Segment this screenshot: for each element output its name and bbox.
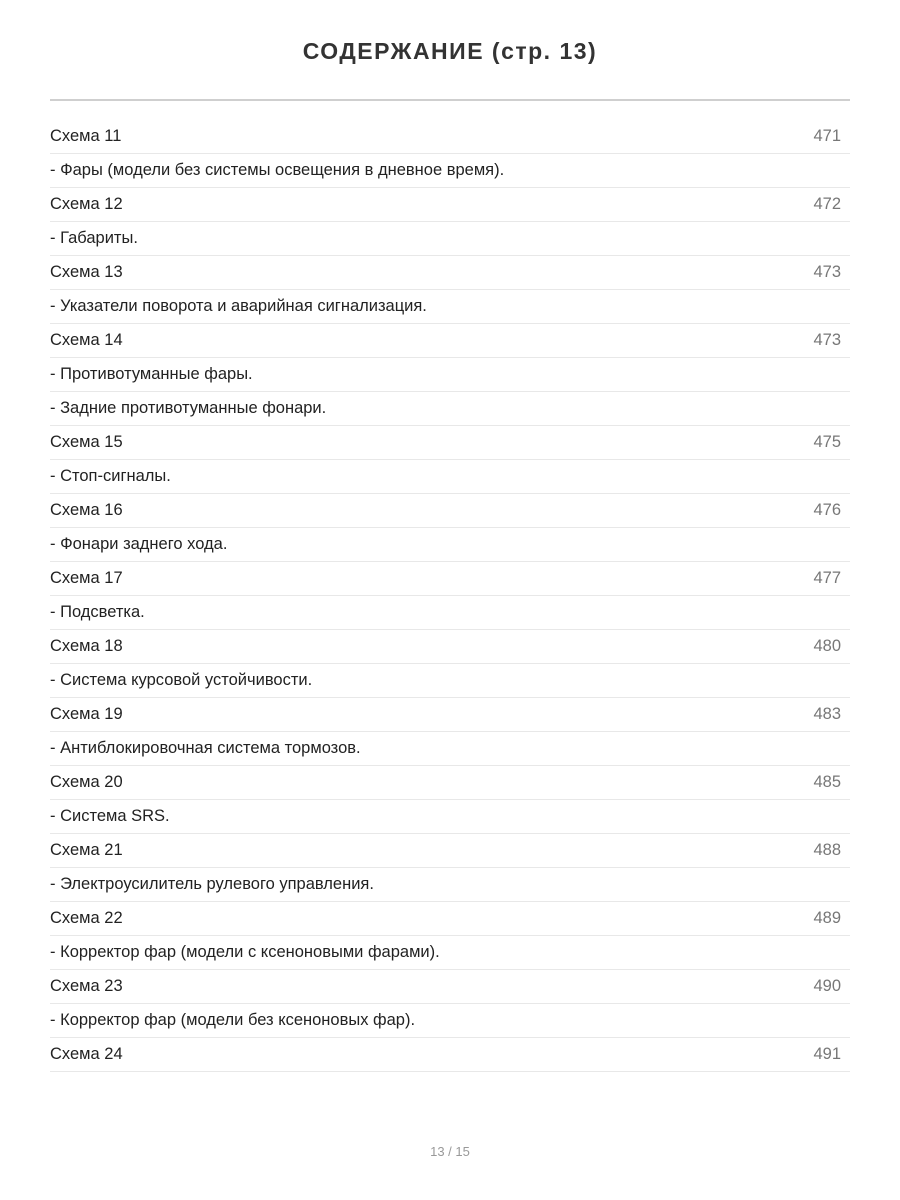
- toc-entry-page: 476: [813, 501, 841, 519]
- toc-entry-page: 471: [813, 127, 841, 145]
- toc-entry[interactable]: Схема 24 491: [50, 1038, 850, 1072]
- toc-entry-label: - Электроусилитель рулевого управления.: [50, 875, 374, 893]
- toc-entry[interactable]: Схема 17 477: [50, 562, 850, 596]
- toc-entry-page: 472: [813, 195, 841, 213]
- toc-entry[interactable]: Схема 13 473: [50, 256, 850, 290]
- toc-entry-label: - Система SRS.: [50, 807, 170, 825]
- toc-entry-label: Схема 12: [50, 195, 123, 213]
- toc-entry-label: - Стоп-сигналы.: [50, 467, 171, 485]
- toc-entry[interactable]: - Корректор фар (модели с ксеноновыми фа…: [50, 936, 850, 970]
- toc-entry-label: Схема 16: [50, 501, 123, 519]
- toc-entry[interactable]: - Антиблокировочная система тормозов.: [50, 732, 850, 766]
- page-indicator: 13 / 15: [430, 1144, 470, 1159]
- toc-entry-label: Схема 20: [50, 773, 123, 791]
- toc-entry-page: 483: [813, 705, 841, 723]
- toc-entry[interactable]: - Указатели поворота и аварийная сигнали…: [50, 290, 850, 324]
- toc-entry-label: - Указатели поворота и аварийная сигнали…: [50, 297, 427, 315]
- toc-entry[interactable]: Схема 14 473: [50, 324, 850, 358]
- toc-entry-label: - Противотуманные фары.: [50, 365, 253, 383]
- toc-entry[interactable]: - Задние противотуманные фонари.: [50, 392, 850, 426]
- toc-entry-label: Схема 13: [50, 263, 123, 281]
- toc-entry-page: 475: [813, 433, 841, 451]
- toc-entry[interactable]: - Система SRS.: [50, 800, 850, 834]
- title-divider: [50, 99, 850, 101]
- toc-entry-label: - Подсветка.: [50, 603, 145, 621]
- toc-entry[interactable]: Схема 16 476: [50, 494, 850, 528]
- toc-entry-label: Схема 21: [50, 841, 123, 859]
- toc-entry-label: - Фонари заднего хода.: [50, 535, 228, 553]
- toc-entry[interactable]: - Фары (модели без системы освещения в д…: [50, 154, 850, 188]
- toc-entry-page: 480: [813, 637, 841, 655]
- toc-entry[interactable]: Схема 23 490: [50, 970, 850, 1004]
- toc-entry-page: 488: [813, 841, 841, 859]
- toc-entry[interactable]: Схема 11 471: [50, 120, 850, 154]
- toc-entry-page: 490: [813, 977, 841, 995]
- toc-entry[interactable]: Схема 12 472: [50, 188, 850, 222]
- toc-entry-label: - Система курсовой устойчивости.: [50, 671, 313, 689]
- toc-entry[interactable]: - Фонари заднего хода.: [50, 528, 850, 562]
- toc-entry-label: Схема 23: [50, 977, 123, 995]
- toc-entry[interactable]: - Габариты.: [50, 222, 850, 256]
- toc-entry-label: - Задние противотуманные фонари.: [50, 399, 327, 417]
- toc-entry-page: 489: [813, 909, 841, 927]
- toc-entry-label: - Корректор фар (модели с ксеноновыми фа…: [50, 943, 440, 961]
- toc-entry-label: Схема 15: [50, 433, 123, 451]
- toc-entry-label: - Фары (модели без системы освещения в д…: [50, 161, 505, 179]
- toc-entry[interactable]: Схема 18 480: [50, 630, 850, 664]
- toc-list: Схема 11 471 - Фары (модели без системы ос…: [50, 120, 850, 1072]
- toc-entry-page: 485: [813, 773, 841, 791]
- toc-entry-label: Схема 22: [50, 909, 123, 927]
- toc-entry[interactable]: - Электроусилитель рулевого управления.: [50, 868, 850, 902]
- toc-entry-label: Схема 17: [50, 569, 123, 587]
- toc-entry-page: 491: [813, 1045, 841, 1063]
- toc-entry-label: Схема 24: [50, 1045, 123, 1063]
- toc-entry[interactable]: Схема 19 483: [50, 698, 850, 732]
- toc-entry[interactable]: - Противотуманные фары.: [50, 358, 850, 392]
- toc-entry[interactable]: - Стоп-сигналы.: [50, 460, 850, 494]
- toc-entry-label: Схема 11: [50, 127, 122, 145]
- toc-entry-label: - Габариты.: [50, 229, 138, 247]
- toc-entry-label: Схема 14: [50, 331, 123, 349]
- toc-entry[interactable]: - Корректор фар (модели без ксеноновых ф…: [50, 1004, 850, 1038]
- toc-entry[interactable]: Схема 20 485: [50, 766, 850, 800]
- toc-entry[interactable]: - Система курсовой устойчивости.: [50, 664, 850, 698]
- toc-entry-label: - Антиблокировочная система тормозов.: [50, 739, 361, 757]
- toc-entry-label: Схема 18: [50, 637, 123, 655]
- toc-entry-page: 473: [813, 263, 841, 281]
- toc-entry[interactable]: Схема 21 488: [50, 834, 850, 868]
- toc-entry[interactable]: Схема 22 489: [50, 902, 850, 936]
- page-title: СОДЕРЖАНИЕ (стр. 13): [302, 38, 598, 64]
- toc-entry-label: - Корректор фар (модели без ксеноновых ф…: [50, 1011, 416, 1029]
- toc-entry[interactable]: Схема 15 475: [50, 426, 850, 460]
- toc-entry[interactable]: - Подсветка.: [50, 596, 850, 630]
- toc-entry-label: Схема 19: [50, 705, 123, 723]
- toc-entry-page: 473: [813, 331, 841, 349]
- toc-entry-page: 477: [813, 569, 841, 587]
